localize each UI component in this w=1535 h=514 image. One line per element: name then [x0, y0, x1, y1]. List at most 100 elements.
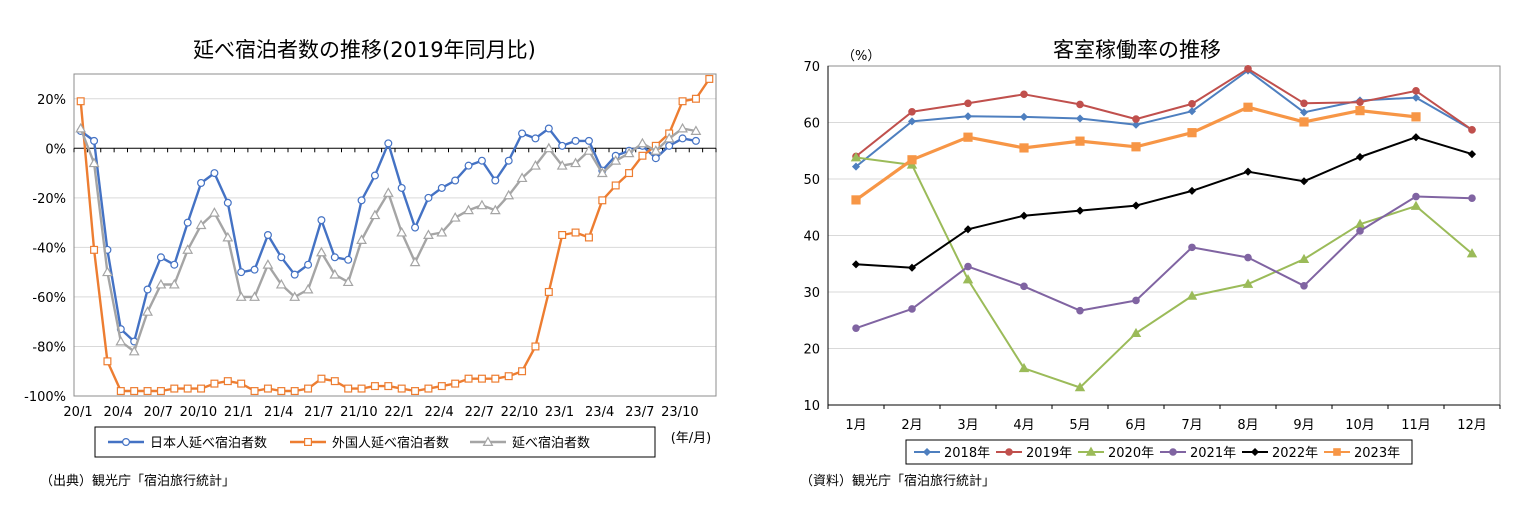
y-tick-label: -80% — [32, 340, 66, 355]
data-point — [1244, 253, 1252, 262]
data-point — [1356, 227, 1364, 235]
data-point — [690, 125, 702, 135]
data-point — [518, 367, 527, 376]
data-point — [275, 278, 287, 289]
x-tick-label: 8月 — [1237, 418, 1258, 433]
data-point — [571, 228, 580, 237]
data-point — [1299, 177, 1309, 186]
data-point — [182, 244, 194, 254]
data-point — [249, 291, 260, 301]
legend-marker — [1169, 448, 1177, 456]
series-2021年 — [852, 192, 1476, 332]
plot-area-border — [73, 73, 717, 397]
legend-marker — [922, 447, 932, 457]
x-tick-label: 2月 — [901, 418, 922, 433]
right-chart-source: （資料）観光庁「宿泊旅行統計」 — [800, 474, 996, 489]
y-tick-label: -100% — [24, 390, 66, 405]
data-point — [1468, 126, 1476, 134]
data-point — [183, 218, 192, 227]
series-line — [855, 136, 1473, 269]
data-point — [451, 379, 460, 388]
data-point — [304, 384, 313, 393]
data-point — [908, 305, 916, 313]
data-point — [344, 384, 353, 393]
x-tick-label: 10月 — [1345, 418, 1375, 433]
data-point — [678, 134, 687, 143]
data-point — [396, 226, 408, 237]
data-point — [370, 171, 379, 180]
data-point — [650, 145, 662, 155]
data-point — [449, 212, 461, 222]
y-tick-label: 40 — [803, 230, 820, 245]
series-2 — [76, 74, 714, 396]
data-point — [851, 162, 861, 171]
series-line — [855, 156, 1473, 389]
x-tick-label: 6月 — [1125, 418, 1146, 433]
data-point — [156, 253, 165, 262]
data-point — [663, 132, 675, 143]
data-point — [1187, 107, 1197, 116]
data-point — [852, 324, 860, 332]
legend-marker — [304, 438, 313, 447]
data-point — [263, 384, 272, 393]
data-point — [1410, 200, 1422, 210]
data-point — [451, 176, 460, 185]
data-point — [962, 274, 974, 284]
data-point — [963, 132, 973, 142]
right-chart-title: 客室稼働率の推移 — [1053, 38, 1221, 62]
data-point — [1130, 327, 1142, 338]
data-point — [1074, 382, 1086, 392]
data-point — [623, 147, 635, 158]
data-point — [691, 94, 700, 103]
x-tick-label: 21/1 — [224, 405, 253, 420]
data-point — [583, 145, 595, 155]
legend-marker — [1333, 448, 1341, 456]
legend-marker — [1085, 446, 1097, 456]
data-point — [1186, 290, 1198, 300]
data-point — [610, 155, 622, 165]
data-point — [1131, 201, 1141, 210]
series-2018年 — [851, 66, 1477, 171]
data-point — [1300, 99, 1308, 108]
data-point — [1466, 248, 1478, 258]
data-point — [1468, 194, 1476, 203]
series-line — [855, 69, 1473, 168]
data-point — [369, 209, 381, 220]
data-point — [370, 382, 379, 391]
legend-label: 2018年 — [944, 446, 990, 461]
y-tick-label: 60 — [803, 117, 820, 132]
data-point — [382, 187, 394, 197]
legend-label: 日本人延べ宿泊者数 — [150, 435, 267, 451]
data-point — [851, 260, 861, 269]
series-line — [79, 127, 697, 353]
data-point — [544, 124, 553, 133]
data-point — [115, 335, 127, 346]
data-point — [556, 160, 568, 170]
data-point — [409, 256, 421, 267]
x-tick-label: 21/10 — [340, 405, 377, 420]
series-line — [855, 195, 1473, 330]
data-point — [611, 181, 620, 190]
series-2019年 — [852, 65, 1476, 161]
data-point — [1020, 282, 1028, 291]
x-tick-label: 22/1 — [384, 405, 413, 420]
data-point — [316, 246, 327, 257]
data-point — [197, 384, 206, 393]
data-point — [302, 283, 314, 294]
data-point — [329, 269, 341, 279]
data-point — [116, 387, 125, 396]
left-chart-source: （出典）観光庁「宿泊旅行統計」 — [40, 474, 236, 489]
legend-marker — [1250, 447, 1260, 457]
x-tick-label: 5月 — [1069, 418, 1090, 433]
data-point — [235, 291, 247, 301]
data-point — [530, 160, 541, 170]
x-tick-label: 3月 — [957, 418, 978, 433]
data-point — [1188, 100, 1196, 108]
x-tick-label: 23/1 — [545, 405, 574, 420]
data-point — [464, 374, 473, 383]
data-point — [596, 167, 608, 178]
data-point — [397, 384, 406, 393]
y-tick-label: 20 — [803, 343, 820, 358]
x-tick-label: 20/7 — [144, 405, 173, 420]
x-tick-label: 21/7 — [304, 405, 333, 420]
